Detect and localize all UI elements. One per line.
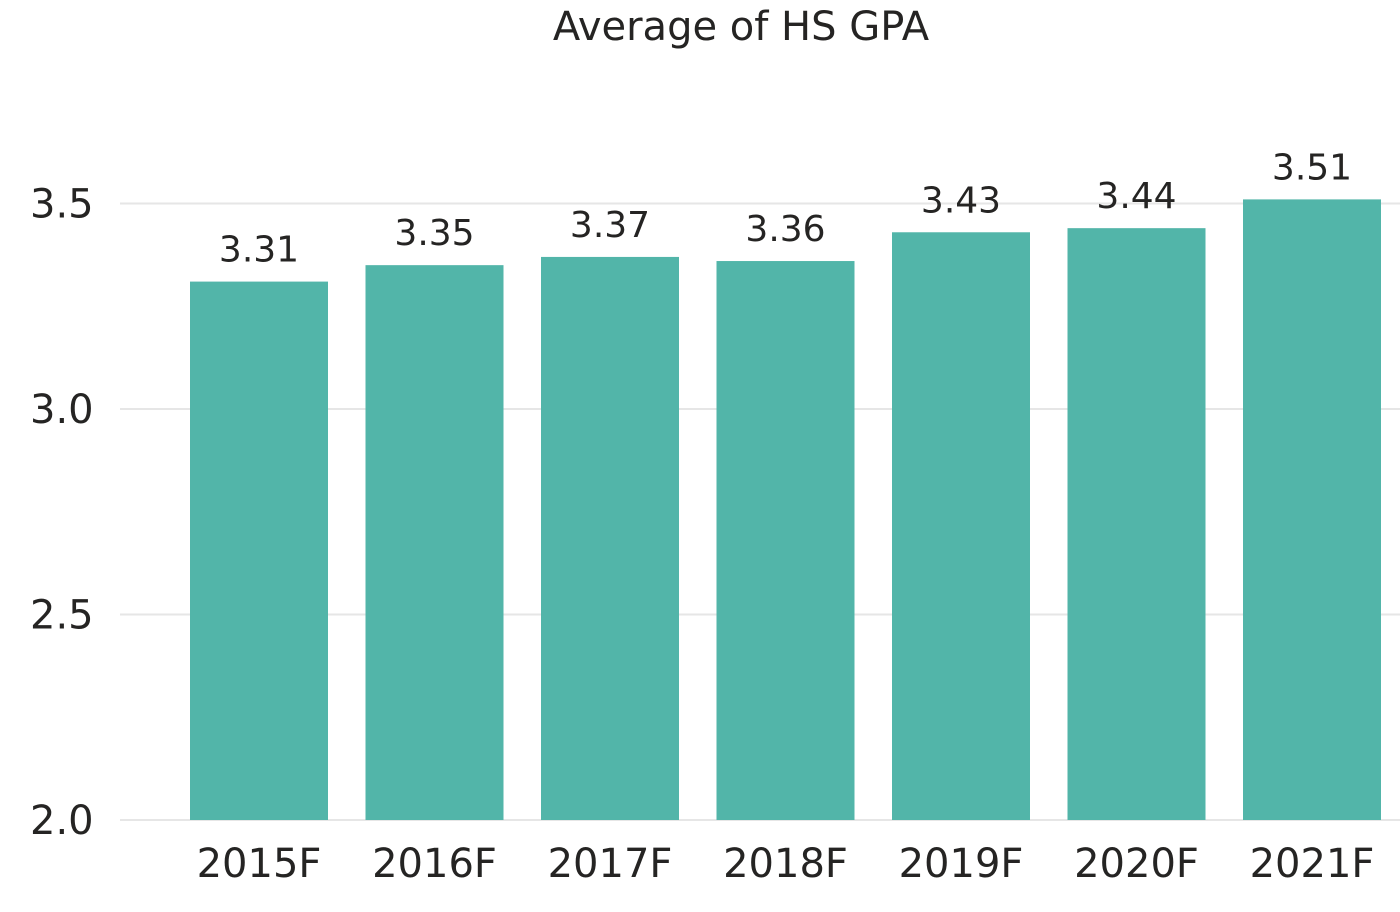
y-axis-ticks: 2.0 2.5 3.0 3.5 xyxy=(30,182,94,845)
x-tick-label-2020F: 2020F xyxy=(1074,841,1199,887)
bar-2018F[interactable] xyxy=(716,261,855,820)
x-tick-label-2017F: 2017F xyxy=(548,841,673,887)
bar-2020F[interactable] xyxy=(1067,228,1206,820)
data-label-2019F: 3.43 xyxy=(921,180,1001,221)
x-tick-label-2015F: 2015F xyxy=(197,841,322,887)
bar-2015F[interactable] xyxy=(190,281,328,821)
data-labels: 3.31 3.35 3.37 3.36 3.43 3.44 3.51 xyxy=(219,147,1352,270)
bar-2021F[interactable] xyxy=(1243,199,1381,820)
y-tick-label: 2.0 xyxy=(30,798,94,844)
data-label-2021F: 3.51 xyxy=(1272,147,1352,188)
data-label-2016F: 3.35 xyxy=(394,213,474,254)
data-label-2017F: 3.37 xyxy=(570,205,650,246)
bars xyxy=(190,199,1381,821)
y-tick-label: 2.5 xyxy=(30,593,94,639)
chart-title: Average of HS GPA xyxy=(553,4,930,50)
y-tick-label: 3.0 xyxy=(30,387,94,433)
bar-2016F[interactable] xyxy=(365,265,504,820)
y-tick-label: 3.5 xyxy=(30,182,94,228)
bar-2017F[interactable] xyxy=(541,256,679,820)
data-label-2018F: 3.36 xyxy=(745,209,825,250)
x-axis-ticks: 2015F 2016F 2017F 2018F 2019F 2020F 2021F xyxy=(197,841,1375,887)
data-label-2020F: 3.44 xyxy=(1096,176,1176,217)
data-label-2015F: 3.31 xyxy=(219,230,299,271)
x-tick-label-2019F: 2019F xyxy=(899,841,1024,887)
x-tick-label-2018F: 2018F xyxy=(723,841,848,887)
bar-2019F[interactable] xyxy=(892,232,1030,820)
x-tick-label-2016F: 2016F xyxy=(372,841,497,887)
x-tick-label-2021F: 2021F xyxy=(1250,841,1375,887)
